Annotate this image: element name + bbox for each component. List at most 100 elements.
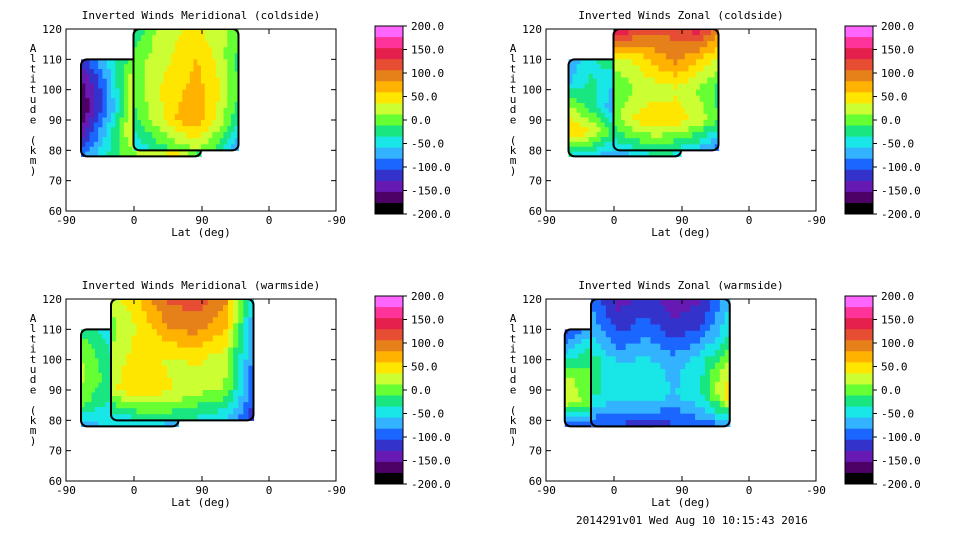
contour-cell	[222, 377, 229, 385]
contour-cell	[640, 381, 647, 389]
contour-cell	[141, 323, 148, 330]
contour-cell	[584, 416, 589, 423]
contour-cell	[141, 83, 146, 91]
contour-cell	[219, 89, 225, 97]
contour-cell	[231, 77, 236, 85]
contour-cell	[647, 83, 652, 91]
contour-cell	[578, 411, 583, 418]
contour-cell	[719, 394, 726, 402]
contour-cell	[630, 407, 637, 415]
contour-cell	[144, 65, 150, 73]
contour-cell	[707, 95, 712, 103]
contour-cell	[604, 78, 610, 85]
contour-cell	[666, 120, 671, 127]
contour-cell	[187, 414, 194, 421]
contour-cell	[98, 127, 104, 133]
contour-cell	[85, 141, 91, 148]
contour-cell	[677, 95, 682, 103]
contour-cell	[571, 387, 576, 394]
contour-cell	[171, 126, 176, 133]
contour-cell	[699, 144, 705, 151]
contour-cell	[141, 101, 146, 109]
contour-cell	[681, 53, 686, 60]
contour-cell	[219, 77, 225, 85]
contour-cell	[202, 299, 209, 306]
contour-cell	[639, 89, 645, 97]
contour-cell	[625, 381, 632, 389]
contour-cell	[212, 377, 219, 385]
contour-cell	[146, 365, 153, 373]
contour-cell	[724, 337, 731, 345]
contour-cell	[208, 29, 213, 36]
contour-cell	[212, 107, 217, 115]
contour-cell	[666, 126, 671, 133]
contour-cell	[692, 120, 697, 127]
contour-cell	[222, 371, 229, 379]
contour-cell	[85, 112, 91, 119]
contour-cell	[615, 375, 622, 383]
contour-cell	[714, 330, 721, 338]
contour-cell	[223, 120, 228, 127]
colorbar-swatch	[845, 384, 873, 396]
contour-cell	[675, 388, 681, 396]
contour-cell	[178, 41, 183, 48]
contour-cell	[98, 93, 104, 99]
contour-cell	[111, 132, 116, 138]
contour-cell	[665, 362, 671, 370]
contour-cell	[87, 377, 93, 384]
contour-cell	[620, 151, 626, 157]
contour-cell	[84, 382, 89, 389]
contour-cell	[123, 88, 129, 94]
contour-cell	[668, 151, 674, 157]
contour-cell	[650, 362, 657, 370]
contour-cell	[182, 53, 187, 60]
contour-cell	[655, 349, 661, 357]
contour-cell	[123, 78, 129, 85]
contour-cell	[183, 151, 189, 157]
contour-cell	[115, 117, 121, 124]
contour-cell	[166, 347, 173, 355]
contour-cell	[568, 392, 573, 398]
contour-cell	[102, 122, 108, 128]
contour-cell	[709, 305, 716, 313]
contour-cell	[162, 151, 168, 157]
contour-cell	[688, 107, 693, 115]
contour-cell	[161, 371, 168, 379]
contour-cell	[610, 349, 617, 357]
contour-cell	[632, 89, 637, 97]
contour-cell	[592, 122, 598, 128]
contour-cell	[621, 89, 626, 97]
contour-cell	[189, 41, 195, 48]
contour-cell	[204, 126, 210, 133]
contour-cell	[201, 83, 206, 91]
colorbar-swatch	[845, 191, 873, 204]
contour-cell	[568, 402, 573, 408]
contour-cell	[645, 324, 652, 332]
contour-cell	[116, 359, 122, 367]
contour-cell	[632, 120, 637, 127]
contour-cell	[670, 420, 676, 427]
contour-cell	[595, 299, 602, 306]
contour-cell	[610, 369, 617, 377]
contour-cell	[93, 69, 99, 75]
contour-cell	[584, 402, 589, 408]
contour-cell	[116, 396, 122, 403]
contour-cell	[699, 126, 705, 133]
contour-cell	[172, 377, 178, 385]
contour-cell	[658, 144, 663, 151]
contour-cell	[81, 416, 86, 423]
contour-cell	[223, 144, 228, 151]
contour-cell	[101, 392, 106, 398]
contour-cell	[630, 400, 637, 408]
contour-cell	[93, 64, 99, 70]
contour-cell	[161, 402, 168, 409]
contour-cell	[581, 377, 586, 384]
contour-cell	[645, 318, 652, 326]
contour-cell	[704, 369, 711, 377]
contour-cell	[707, 113, 712, 121]
contour-cell	[217, 371, 224, 379]
contour-cell	[119, 112, 125, 119]
contour-cell	[620, 305, 627, 313]
contour-cell	[660, 375, 666, 383]
contour-cell	[243, 383, 250, 391]
